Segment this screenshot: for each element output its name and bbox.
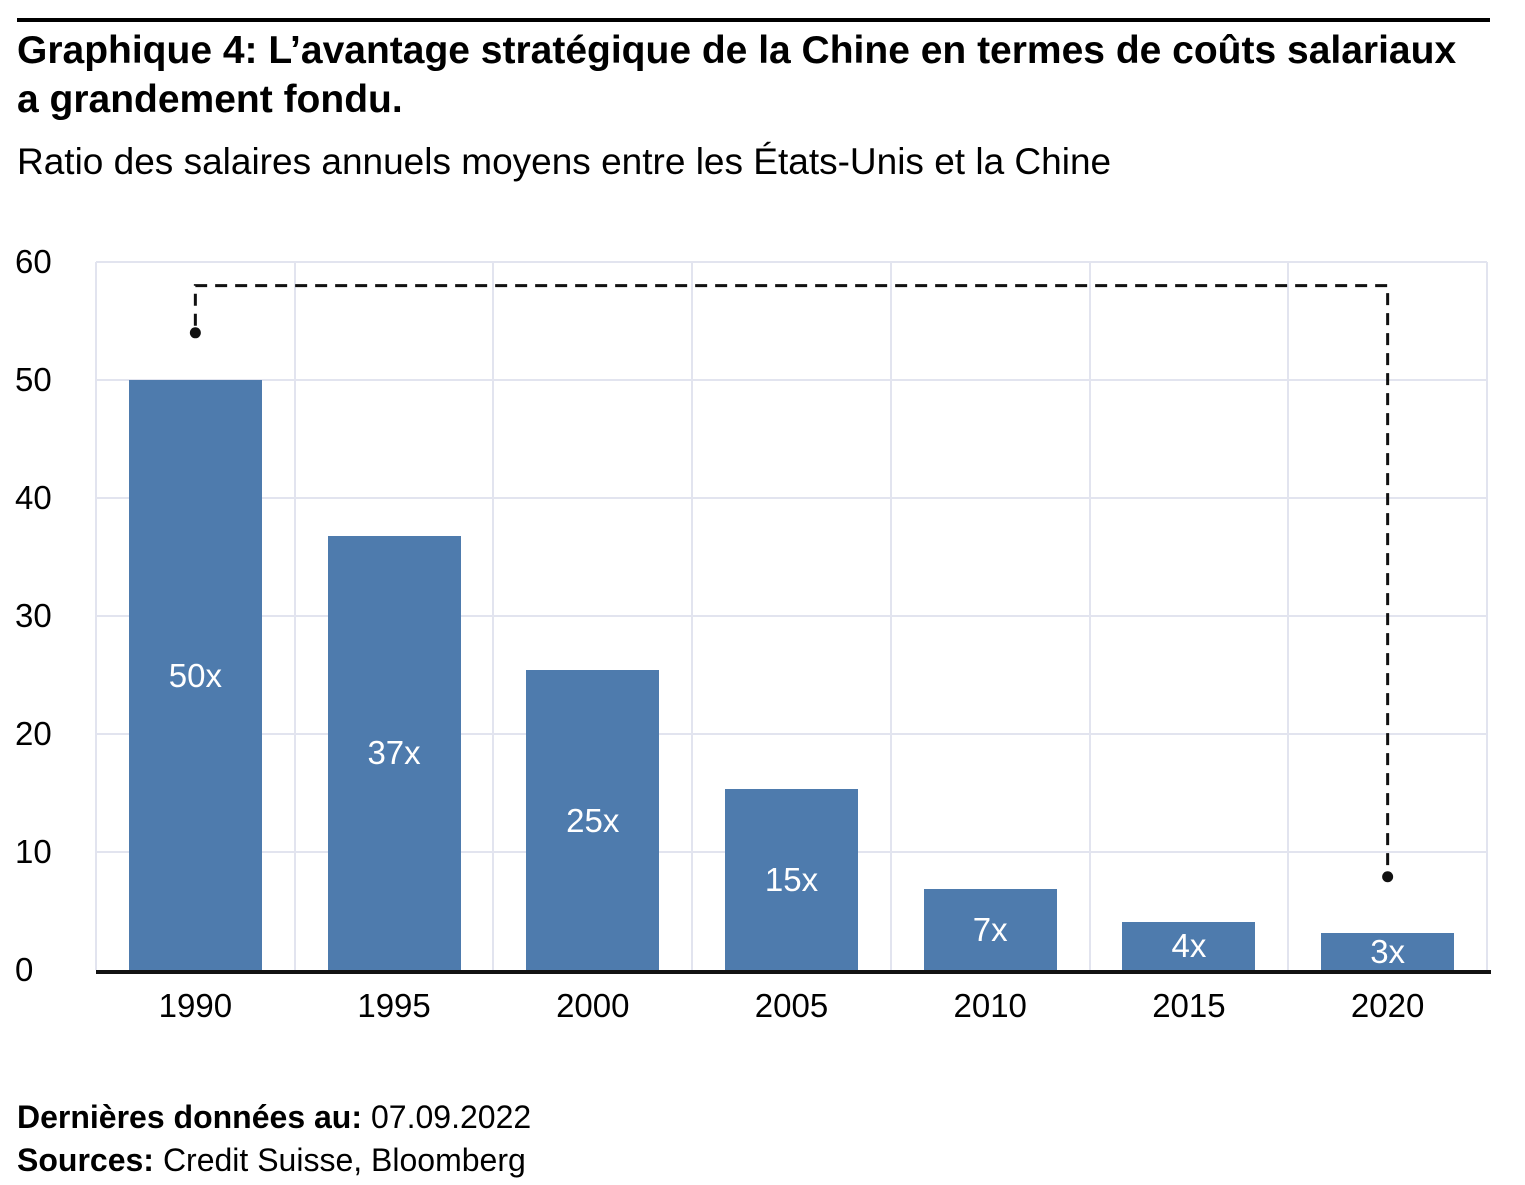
- x-axis: [96, 970, 1491, 974]
- last-data-label: Dernières données au:: [17, 1099, 362, 1135]
- gridline: [1287, 262, 1290, 970]
- x-tick-label: 2015: [1152, 987, 1226, 1024]
- top-rule: [17, 18, 1490, 22]
- bar: 3x: [1321, 933, 1455, 971]
- bar-value-label: 7x: [972, 910, 1008, 948]
- sources-line: Sources: Credit Suisse, Bloomberg: [17, 1139, 531, 1182]
- x-tick-label: 2005: [754, 987, 829, 1024]
- x-tick-label: 2020: [1350, 987, 1425, 1024]
- y-tick-label: 60: [15, 243, 52, 280]
- sources-label: Sources:: [17, 1142, 154, 1178]
- x-tick-label: 2010: [953, 987, 1027, 1024]
- sources-value: Credit Suisse, Bloomberg: [162, 1142, 526, 1178]
- bar: 4x: [1122, 921, 1256, 970]
- bar-value-label: 3x: [1370, 933, 1406, 971]
- gridline: [95, 262, 97, 970]
- last-data-value: 07.09.2022: [371, 1099, 532, 1135]
- bar: 7x: [923, 888, 1057, 970]
- y-tick-label: 0: [15, 951, 34, 988]
- y-tick-label: 50: [15, 361, 52, 398]
- chart-subtitle: Ratio des salaires annuels moyens entre …: [17, 141, 1112, 182]
- gridline: [96, 733, 1487, 735]
- y-tick-label: 30: [15, 597, 52, 634]
- bar: 50x: [128, 380, 262, 970]
- bar-value-label: 37x: [367, 734, 421, 772]
- bar-value-label: 15x: [764, 861, 819, 899]
- x-tick-label: 1990: [158, 987, 233, 1024]
- gridline: [293, 262, 296, 970]
- bar-value-label: 4x: [1171, 927, 1207, 965]
- gridline: [96, 497, 1487, 499]
- gridline: [96, 615, 1487, 617]
- last-data-line: Dernières données au: 07.09.2022: [17, 1096, 531, 1139]
- x-tick-label: 1995: [357, 987, 431, 1024]
- gridline: [889, 262, 892, 970]
- y-tick-label: 20: [15, 715, 52, 752]
- bar: 15x: [725, 789, 858, 970]
- y-tick-label: 40: [15, 479, 52, 516]
- bar-chart: 0 10 20 30 40 50 60 50x 1990 37x 1995 25x 2000 15x 200…: [0, 240, 1525, 1050]
- footer: Dernières données au: 07.09.2022 Sources:…: [17, 1096, 531, 1182]
- bar-value-label: 25x: [566, 801, 620, 839]
- gridline: [96, 261, 1487, 263]
- chart-title: Graphique 4: L’avantage stratégique de l…: [17, 29, 1457, 121]
- gridline: [96, 379, 1487, 381]
- gridline: [1486, 262, 1488, 970]
- x-tick-label: 2000: [556, 987, 630, 1024]
- gridline: [1088, 262, 1091, 970]
- bar: 37x: [327, 535, 461, 970]
- bar-value-label: 50x: [168, 656, 222, 694]
- gridline: [691, 262, 694, 970]
- bar: 25x: [526, 670, 660, 970]
- gridline: [492, 262, 495, 970]
- y-tick-label: 10: [15, 833, 52, 870]
